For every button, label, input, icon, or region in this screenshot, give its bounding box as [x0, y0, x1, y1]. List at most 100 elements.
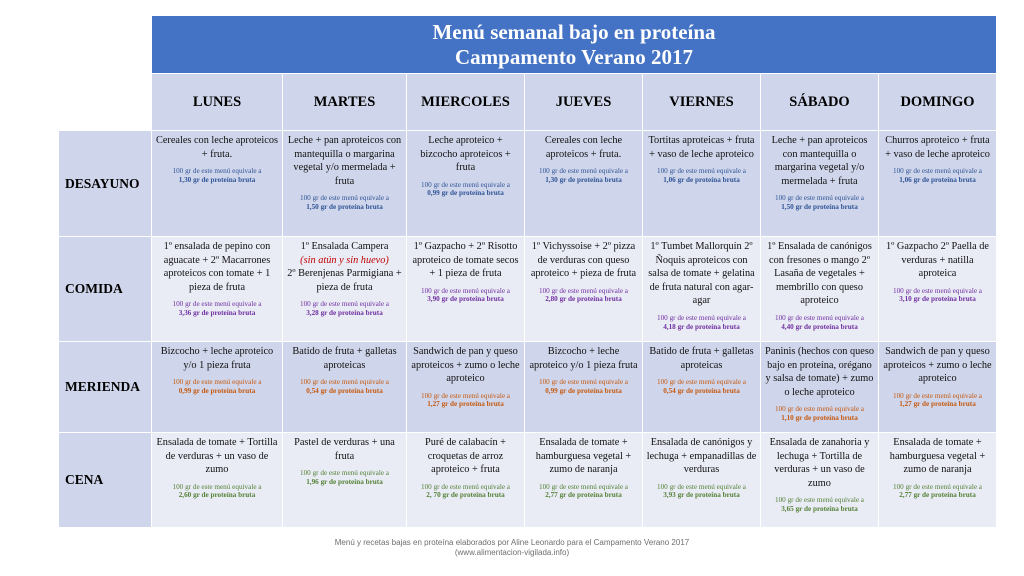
equivalence-text: 100 gr de este menú equivale a [892, 482, 982, 491]
menu-cell-sunday: Ensalada de tomate + hamburguesa vegetal… [879, 433, 996, 527]
dish-text: Pastel de verduras + una fruta [294, 437, 395, 462]
protein-equivalence: 100 gr de este menú equivale a 1,30 gr de… [152, 167, 282, 184]
menu-cell-friday: Ensalada de canónigos y lechuga + empana… [643, 433, 760, 527]
protein-amount: 3,93 gr de proteína bruta [663, 491, 740, 500]
dish-description: 1º Gazpacho + 2º Risotto aproteico de to… [407, 237, 524, 281]
protein-amount: 4,40 gr de proteína bruta [781, 322, 858, 331]
equivalence-text: 100 gr de este menú equivale a [656, 482, 746, 491]
protein-amount: 0,54 gr de proteína bruta [306, 386, 383, 395]
equivalence-text: 100 gr de este menú equivale a [538, 378, 628, 387]
menu-cell-wednesday: Puré de calabacín + croquetas de arroz a… [407, 433, 524, 527]
protein-equivalence: 100 gr de este menú equivale a 3,28 gr de… [283, 300, 406, 317]
dish-description: Paninis (hechos con queso bajo en proteí… [761, 342, 878, 399]
equivalence-text: 100 gr de este menú equivale a [774, 496, 864, 505]
empty-corner-cell [59, 74, 151, 130]
dish-text: Leche + pan aproteicos con mantequilla o… [287, 135, 402, 187]
dish-description: Pastel de verduras + una fruta [283, 433, 406, 463]
meal-label: DESAYUNO [59, 131, 151, 236]
equivalence-text: 100 gr de este menú equivale a [299, 378, 389, 387]
dish-text: Cereales con leche aproteicos + fruta. [544, 135, 623, 160]
protein-amount: 4,18 gr de proteína bruta [663, 322, 740, 331]
menu-cell-saturday: Leche + pan aproteicos con mantequilla o… [761, 131, 878, 236]
protein-equivalence: 100 gr de este menú equivale a 1,27 gr de… [879, 392, 996, 409]
dish-text: Churros aproteico + fruta + vaso de lech… [885, 135, 990, 160]
protein-amount: 1,27 gr de proteína bruta [427, 400, 504, 409]
equivalence-text: 100 gr de este menú equivale a [172, 167, 262, 176]
dish-text: Batido de fruta + galletas aproteicas [292, 346, 397, 371]
dish-text: Ensalada de zanahoria y lechuga + Tortil… [769, 437, 870, 489]
menu-cell-thursday: 1º Vichyssoise + 2º pizza de verduras co… [525, 237, 642, 341]
menu-cell-friday: 1º Tumbet Mallorquín 2º Ñoquis aproteico… [643, 237, 760, 341]
dish-text: Bizcocho + leche aproteico y/o 1 pieza f… [160, 346, 274, 371]
menu-cell-thursday: Cereales con leche aproteicos + fruta. 10… [525, 131, 642, 236]
protein-amount: 1,06 gr de proteína bruta [899, 175, 976, 184]
dish-description: Batido de fruta + galletas aproteicas [283, 342, 406, 372]
protein-equivalence: 100 gr de este menú equivale a 3,90 gr de… [407, 287, 524, 304]
protein-equivalence: 100 gr de este menú equivale a 1,27 gr de… [407, 392, 524, 409]
day-header-saturday: SÁBADO [761, 74, 878, 130]
protein-amount: 3,90 gr de proteína bruta [427, 295, 504, 304]
equivalence-text: 100 gr de este menú equivale a [774, 405, 864, 414]
protein-amount: 1,30 gr de proteína bruta [545, 175, 622, 184]
day-header-monday: LUNES [152, 74, 282, 130]
menu-cell-friday: Batido de fruta + galletas aproteicas 100… [643, 342, 760, 432]
menu-cell-sunday: Churros aproteico + fruta + vaso de lech… [879, 131, 996, 236]
protein-amount: 3,65 gr de proteína bruta [781, 504, 858, 513]
protein-amount: 0,99 gr de proteína bruta [545, 386, 622, 395]
protein-equivalence: 100 gr de este menú equivale a 1,06 gr de… [643, 167, 760, 184]
equivalence-text: 100 gr de este menú equivale a [538, 482, 628, 491]
dish-description: Ensalada de tomate + Tortilla de verdura… [152, 433, 282, 477]
dish-description: Ensalada de tomate + hamburguesa vegetal… [525, 433, 642, 477]
protein-equivalence: 100 gr de este menú equivale a 1,50 gr de… [761, 194, 878, 211]
equivalence-text: 100 gr de este menú equivale a [538, 167, 628, 176]
protein-equivalence: 100 gr de este menú equivale a 3,65 gr de… [761, 496, 878, 513]
protein-equivalence: 100 gr de este menú equivale a 0,54 gr de… [283, 378, 406, 395]
dish-text: 1º Vichyssoise + 2º pizza de verduras co… [530, 241, 637, 280]
protein-equivalence: 100 gr de este menú equivale a 3,36 gr de… [152, 300, 282, 317]
protein-amount: 1,06 gr de proteína bruta [663, 175, 740, 184]
footer-credit-line: Menú y recetas bajas en proteína elabora… [334, 538, 690, 547]
menu-title: Menú semanal bajo en proteína Campamento… [152, 16, 996, 73]
meal-label: COMIDA [59, 237, 151, 341]
dish-text: Puré de calabacín + croquetas de arroz a… [425, 437, 506, 476]
protein-equivalence: 100 gr de este menú equivale a 1,96 gr de… [283, 469, 406, 486]
menu-cell-wednesday: Sandwich de pan y queso aproteicos + zum… [407, 342, 524, 432]
menu-cell-saturday: 1º Ensalada de canónigos con fresones o … [761, 237, 878, 341]
dish-text: 1º ensalada de pepino con aguacate + 2º … [163, 241, 271, 293]
equivalence-text: 100 gr de este menú equivale a [656, 313, 746, 322]
dish-text: Leche + pan aproteicos con mantequilla o… [771, 135, 868, 187]
protein-equivalence: 100 gr de este menú equivale a 4,18 gr de… [643, 314, 760, 331]
menu-cell-saturday: Ensalada de zanahoria y lechuga + Tortil… [761, 433, 878, 527]
menu-cell-tuesday: Leche + pan aproteicos con mantequilla o… [283, 131, 406, 236]
dish-description: 1º Ensalada Campera (sin atún y sin huevo… [283, 237, 406, 294]
menu-cell-thursday: Ensalada de tomate + hamburguesa vegetal… [525, 433, 642, 527]
equivalence-text: 100 gr de este menú equivale a [656, 378, 746, 387]
menu-cell-tuesday: 1º Ensalada Campera (sin atún y sin huevo… [283, 237, 406, 341]
day-header-friday: VIERNES [643, 74, 760, 130]
equivalence-text: 100 gr de este menú equivale a [656, 167, 746, 176]
dish-text: Paninis (hechos con queso bajo en proteí… [765, 346, 874, 398]
dish-description: 1º Ensalada de canónigos con fresones o … [761, 237, 878, 308]
menu-cell-monday: Cereales con leche aproteicos + fruta. 10… [152, 131, 282, 236]
menu-cell-monday: Bizcocho + leche aproteico y/o 1 pieza f… [152, 342, 282, 432]
menu-cell-saturday: Paninis (hechos con queso bajo en proteí… [761, 342, 878, 432]
dish-text: Batido de fruta + galletas aproteicas [649, 346, 754, 371]
protein-equivalence: 100 gr de este menú equivale a 4,40 gr de… [761, 314, 878, 331]
dish-description: Ensalada de canónigos y lechuga + empana… [643, 433, 760, 477]
equivalence-text: 100 gr de este menú equivale a [774, 194, 864, 203]
dish-description: Cereales con leche aproteicos + fruta. [525, 131, 642, 161]
dish-text: Ensalada de tomate + hamburguesa vegetal… [535, 437, 632, 476]
menu-cell-wednesday: 1º Gazpacho + 2º Risotto aproteico de to… [407, 237, 524, 341]
footer-website: (www.alimentacion-vigilada.info) [454, 548, 570, 557]
menu-cell-friday: Tortitas aproteicas + fruta + vaso de le… [643, 131, 760, 236]
protein-amount: 3,36 gr de proteína bruta [178, 308, 256, 317]
dish-description: Leche + pan aproteicos con mantequilla o… [283, 131, 406, 188]
menu-cell-monday: 1º ensalada de pepino con aguacate + 2º … [152, 237, 282, 341]
meal-row-cena: CENA Ensalada de tomate + Tortilla de ver… [59, 433, 996, 527]
protein-amount: 3,10 gr de proteína bruta [899, 295, 976, 304]
dish-note: (sin atún y sin huevo) [300, 254, 389, 266]
title-line-2: Campamento Verano 2017 [454, 44, 693, 69]
dish-description: Sandwich de pan y queso aproteicos + zum… [879, 342, 996, 386]
protein-equivalence: 100 gr de este menú equivale a 2,80 gr de… [525, 287, 642, 304]
protein-equivalence: 100 gr de este menú equivale a 1,06 gr de… [879, 167, 996, 184]
